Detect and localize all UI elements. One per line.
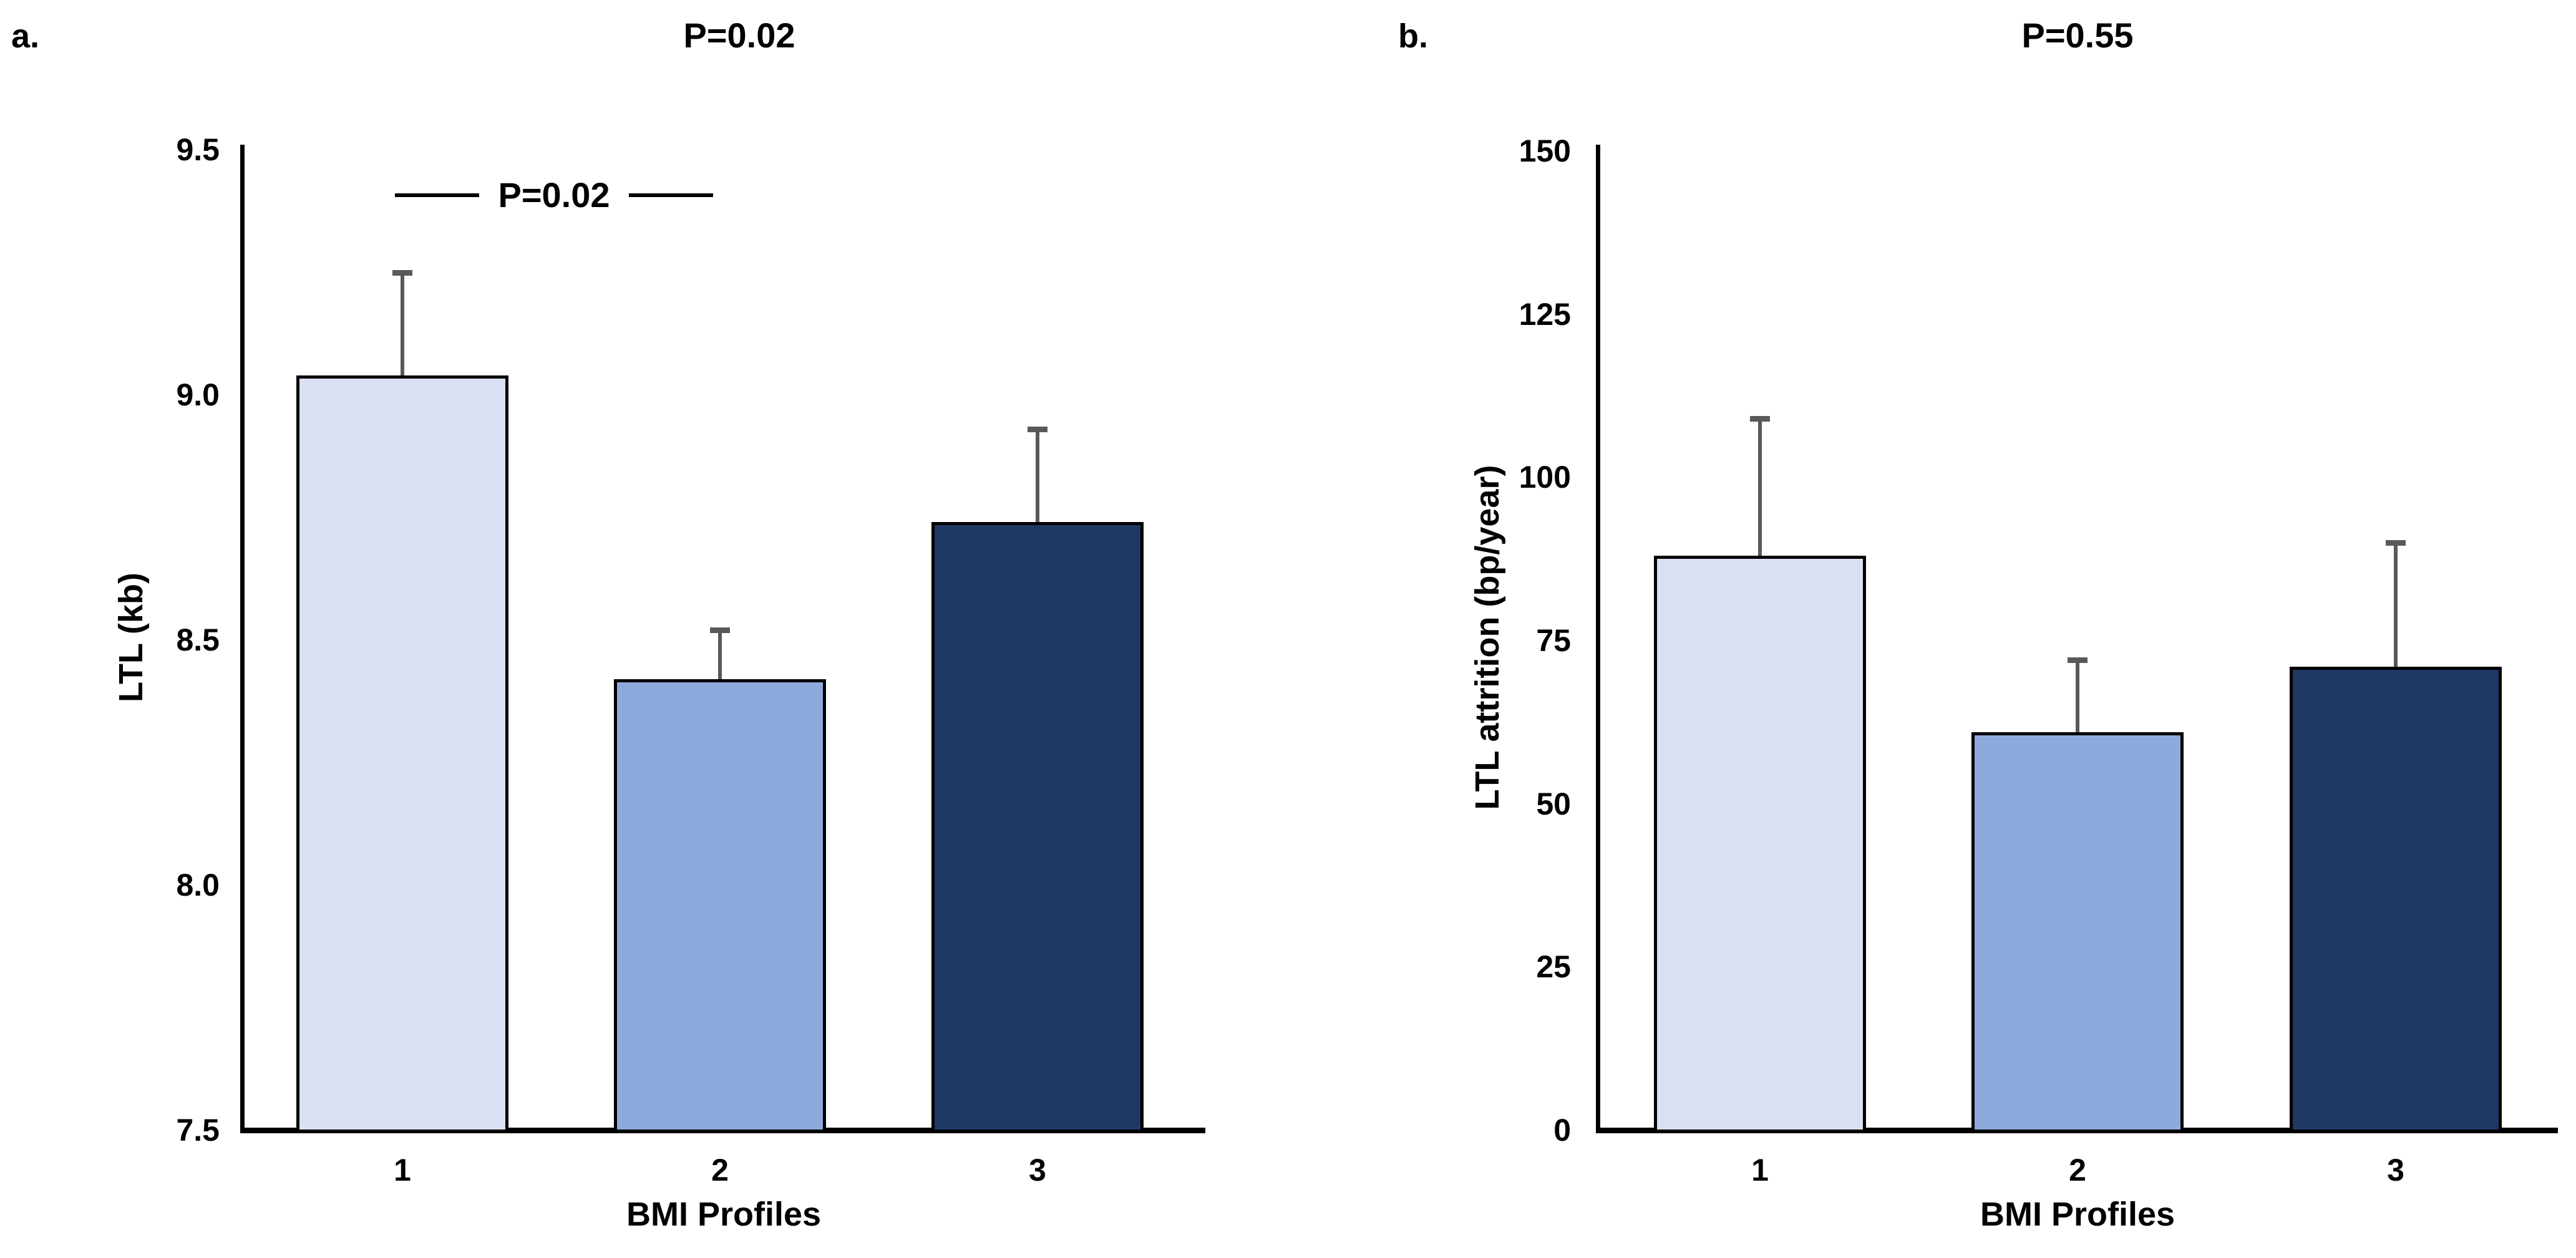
error-bar-cap — [392, 269, 412, 276]
y-tick-label: 75 — [1536, 623, 1571, 658]
x-tick-label: 1 — [1751, 1153, 1769, 1188]
panel-a-title: P=0.02 — [683, 16, 795, 55]
error-bar-cap — [710, 627, 730, 634]
y-tick-label: 7.5 — [176, 1113, 220, 1148]
y-tick-label: 9.5 — [176, 132, 220, 167]
x-tick-label: 3 — [1029, 1153, 1046, 1188]
error-bar-stem — [2394, 543, 2398, 669]
y-tick-label: 8.5 — [176, 622, 220, 657]
y-tick-label: 9.0 — [176, 377, 220, 412]
x-tick-label: 3 — [2387, 1153, 2404, 1188]
bar-profile-1 — [1654, 555, 1866, 1133]
panel-a-x-axis-title: BMI Profiles — [626, 1196, 822, 1233]
x-tick-label: 1 — [394, 1153, 411, 1188]
error-bar-stem — [1036, 429, 1039, 525]
y-tick-label: 150 — [1519, 133, 1571, 168]
significance-p-value: P=0.02 — [498, 175, 610, 215]
error-bar-stem — [718, 630, 722, 682]
error-bar-cap — [1028, 427, 1047, 433]
y-tick-label: 0 — [1553, 1113, 1571, 1148]
y-tick-label: 50 — [1536, 786, 1571, 821]
error-bar-cap — [2386, 540, 2406, 546]
x-tick-label: 2 — [711, 1153, 729, 1188]
error-bar-cap — [2068, 657, 2088, 664]
error-bar-stem — [2076, 660, 2079, 735]
error-bar-cap — [1750, 416, 1770, 422]
y-tick-label: 125 — [1519, 296, 1571, 332]
error-bar-stem — [1758, 419, 1762, 558]
bar-profile-2 — [1971, 732, 2184, 1133]
bar-profile-3 — [931, 522, 1144, 1133]
bracket-left-line — [395, 193, 480, 197]
error-bar-stem — [401, 272, 404, 378]
y-tick-label: 8.0 — [176, 868, 220, 902]
panel-b-letter: b. — [1398, 17, 1428, 55]
y-tick-label: 25 — [1536, 949, 1571, 985]
bar-profile-2 — [614, 679, 826, 1133]
panel-b-title: P=0.55 — [2021, 16, 2134, 55]
bar-profile-1 — [296, 375, 508, 1133]
bar-profile-3 — [2290, 666, 2502, 1133]
panel-b-x-axis-title: BMI Profiles — [1980, 1196, 2175, 1233]
y-tick-label: 100 — [1519, 460, 1571, 495]
panel-a-letter: a. — [11, 17, 40, 55]
significance-bracket: P=0.02 — [395, 175, 714, 215]
panel-b-y-axis-line — [1596, 145, 1600, 1133]
panel-a-y-axis-line — [240, 145, 245, 1133]
bracket-right-line — [628, 193, 714, 197]
x-tick-label: 2 — [2069, 1153, 2086, 1188]
